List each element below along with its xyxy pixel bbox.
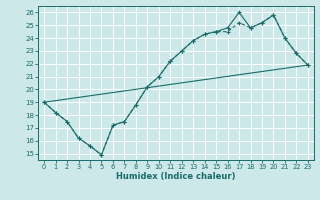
- X-axis label: Humidex (Indice chaleur): Humidex (Indice chaleur): [116, 172, 236, 181]
